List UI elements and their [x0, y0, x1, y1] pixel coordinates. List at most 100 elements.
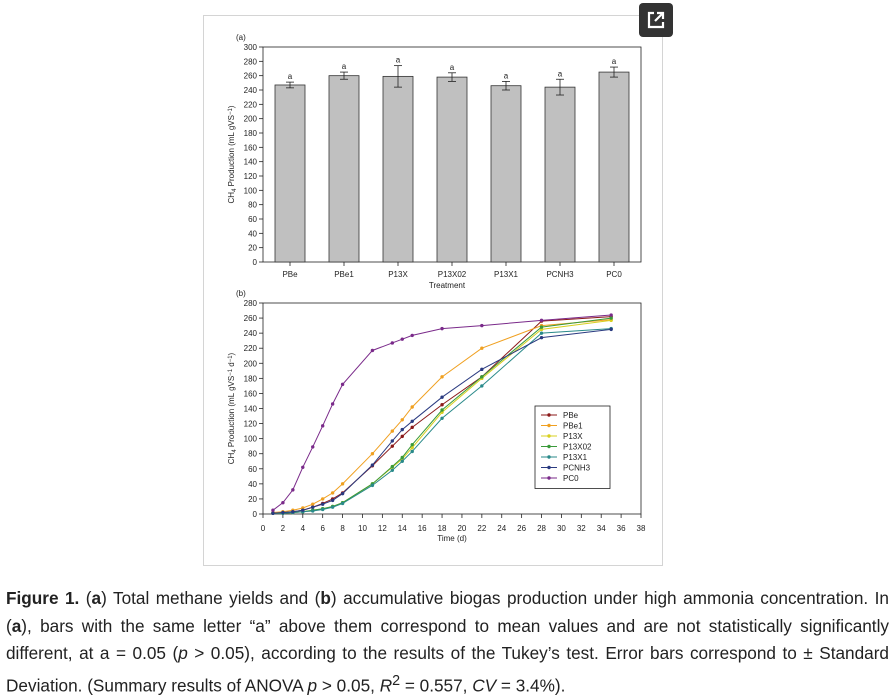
caption-italic: CV: [472, 675, 497, 696]
panel-b-series-point: [400, 434, 404, 439]
panel-b-ytick-label: 0: [253, 510, 258, 519]
panel-b-xtick-label: 24: [497, 524, 506, 533]
panel-b-series-point: [291, 488, 295, 492]
panel-a-bar: [598, 71, 630, 263]
panel-b-series-point: [400, 459, 404, 463]
panel-a-ylabel: CH4 Production (mL gVS−1): [227, 105, 238, 203]
panel-b-ytick-label: 20: [248, 495, 257, 504]
panel-b-series-point: [390, 468, 395, 472]
panel-b-legend-marker: [547, 413, 551, 417]
panel-b-xtick-label: 38: [637, 524, 646, 533]
panel-b-xtick-label: 32: [577, 524, 586, 533]
panel-b-series-line: [272, 328, 612, 514]
panel-b-series-point: [609, 316, 613, 320]
panel-b-series-point: [480, 375, 484, 379]
figure-frame: (a) 0 20 40 60 80 100 120 140 160 180 200 220 240 260 2…: [203, 15, 663, 566]
caption-italic: p: [178, 643, 188, 663]
panel-a-bar: [544, 86, 576, 263]
panel-b-legend-label: PBe1: [563, 422, 583, 431]
panel-b-series-point: [370, 452, 375, 456]
panel-b-series-point: [609, 313, 613, 317]
panel-b-xtick-label: 28: [537, 524, 546, 533]
panel-b-series-point: [440, 416, 444, 420]
panel-b-series-point: [539, 318, 544, 323]
panel-b-xtick-label: 4: [301, 524, 306, 533]
panel-b-series-point: [539, 335, 544, 340]
caption-text: (: [79, 588, 92, 608]
panel-b-xlabel: Time (d): [437, 534, 467, 543]
caption-text: ) accumulative biogas production under h…: [6, 588, 889, 636]
panel-b-series-point: [311, 445, 315, 449]
panel-b-series-point: [410, 425, 414, 430]
panel-b-xtick-label: 0: [261, 524, 266, 533]
panel-b-ytick-label: 100: [244, 435, 258, 444]
panel-b-xtick-label: 16: [418, 524, 427, 533]
panel-b-ytick-label: 60: [248, 465, 257, 474]
panel-b-series-point: [480, 346, 484, 350]
expand-button[interactable]: [639, 3, 673, 37]
caption-text: ) Total methane yields and (: [101, 588, 321, 608]
figure-caption: Figure 1. (a) Total methane yields and (…: [6, 585, 889, 700]
panel-b-series-point: [311, 509, 315, 513]
panel-a-ytick-label: 80: [248, 201, 257, 210]
panel-b-series-point: [320, 497, 325, 501]
panel-b-xtick-label: 34: [597, 524, 606, 533]
panel-b-series-point: [320, 507, 325, 512]
panel-b-series-point: [301, 508, 305, 512]
panel-a-significance-letter: a: [288, 72, 293, 81]
panel-b-series-line: [272, 328, 612, 514]
panel-b-xtick-label: 36: [617, 524, 626, 533]
panel-a-ytick-label: 40: [248, 229, 257, 238]
panel-b-series-point: [281, 510, 285, 515]
panel-b-ytick-label: 240: [244, 329, 258, 338]
panel-b-series-point: [301, 465, 305, 469]
panel-a-ytick-label: 200: [244, 115, 258, 124]
panel-a-label: (a): [236, 33, 246, 42]
panel-a-xtick-label: P13X02: [438, 270, 467, 279]
caption-text: ), bars with the same letter “a” above t…: [6, 615, 889, 664]
panel-b-series-point: [370, 463, 375, 467]
panel-b-xtick-label: 6: [320, 524, 325, 533]
panel-b-legend-label: P13X02: [563, 443, 592, 452]
panel-b-series-point: [390, 439, 395, 443]
panel-b-series-line: [272, 314, 612, 511]
panel-b-legend-marker: [547, 434, 551, 438]
panel-b-series-point: [609, 327, 613, 332]
panel-b-legend-label: PCNH3: [563, 464, 591, 473]
panel-a-ytick-label: 60: [248, 215, 257, 224]
panel-b-series-point: [390, 341, 395, 345]
panel-a-ytick-label: 220: [244, 100, 258, 109]
panel-b-xtick-label: 12: [378, 524, 387, 533]
panel-b-series-point: [539, 325, 544, 329]
panel-b-series-point: [400, 418, 404, 422]
panel-b-ytick-label: 80: [248, 450, 257, 459]
panel-a-significance-letter: a: [612, 57, 617, 66]
caption-label: Figure 1.: [6, 588, 80, 608]
panel-b-series-point: [390, 444, 395, 448]
panel-a-ytick-label: 280: [244, 57, 258, 66]
panel-b-series-point: [271, 508, 275, 512]
panel-b-series-point: [400, 337, 404, 341]
panel-b-series-line: [272, 319, 612, 513]
caption-sup: 2: [392, 672, 401, 689]
panel-a-ytick-label: 20: [248, 244, 257, 253]
panel-a-bar: [490, 85, 522, 263]
panel-b-series-point: [410, 405, 414, 409]
panel-b-series-point: [400, 455, 404, 460]
panel-b-series-point: [320, 424, 325, 428]
panel-b-ytick-label: 220: [244, 344, 258, 353]
panel-a-significance-letter: a: [450, 63, 455, 72]
panel-a-xtick-label: PBe: [282, 270, 298, 279]
panel-b-series-point: [410, 445, 414, 450]
panel-a-xlabel: Treatment: [429, 281, 466, 290]
panel-b-series-point: [390, 429, 395, 433]
panel-a-ytick-label: 120: [244, 172, 258, 181]
panel-a-xtick-label: PBe1: [334, 270, 354, 279]
panel-b-series-point: [320, 502, 325, 506]
panel-b-legend-label: PBe: [563, 411, 579, 420]
panel-a-ytick-label: 140: [244, 158, 258, 167]
panel-b-xtick-label: 2: [281, 524, 286, 533]
panel-b-series-point: [440, 408, 444, 412]
panel-b-ytick-label: 280: [244, 299, 258, 308]
panel-b-legend-label: P13X1: [563, 453, 588, 462]
